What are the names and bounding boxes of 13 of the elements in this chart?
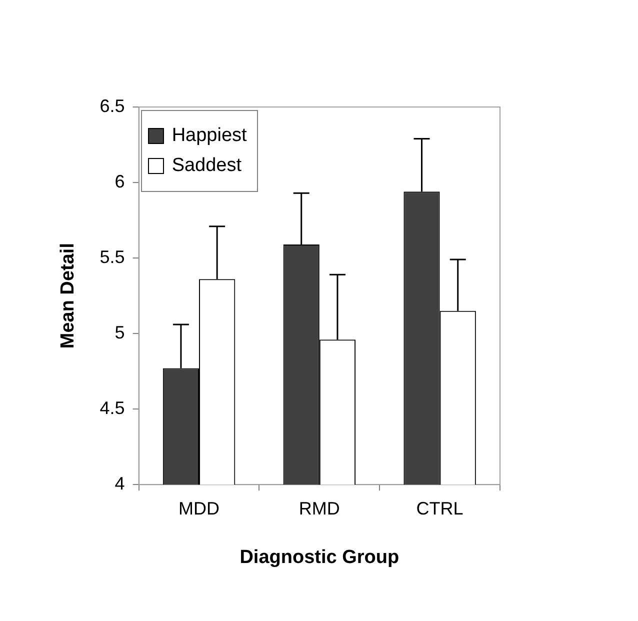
x-tick-label: CTRL bbox=[416, 498, 464, 518]
y-tick-label: 6 bbox=[114, 171, 125, 192]
x-axis-title: Diagnostic Group bbox=[240, 546, 400, 568]
y-axis-title: Mean Detail bbox=[58, 243, 79, 349]
y-tick-label: 5 bbox=[114, 322, 125, 343]
y-tick-label: 5.5 bbox=[100, 247, 125, 268]
x-tick-label: MDD bbox=[178, 498, 220, 518]
y-tick-label: 4 bbox=[114, 474, 125, 494]
y-tick-label: 4.5 bbox=[100, 398, 125, 418]
x-tick-label: RMD bbox=[298, 498, 340, 518]
y-tick-label: 6.5 bbox=[100, 96, 125, 116]
legend-label: Saddest bbox=[172, 155, 242, 177]
legend-label: Happiest bbox=[172, 125, 247, 147]
